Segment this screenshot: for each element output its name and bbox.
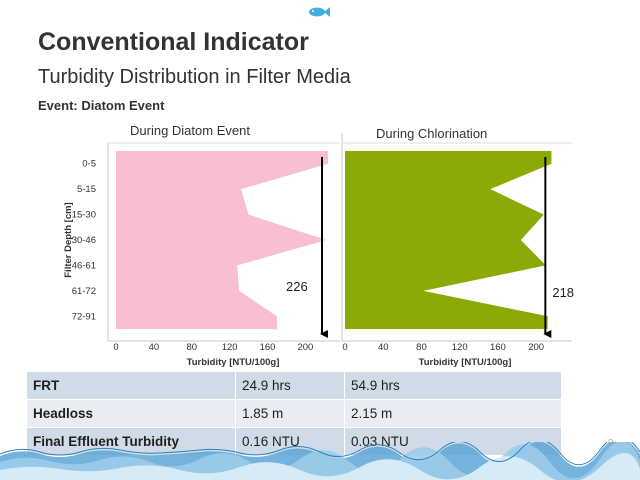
max-annotation-chlorination: 218 <box>552 285 574 300</box>
y-tick-label: 72-91 <box>72 311 96 322</box>
page-number: 9 <box>608 438 614 449</box>
y-tick-label: 5-15 <box>77 184 96 195</box>
table-cell-diatom: 24.9 hrs <box>235 371 345 400</box>
y-axis-label: Filter Depth [cm] <box>63 202 74 277</box>
chart-panel-chlorination: 218 During Chlorination 0 40 80 120 160 200 T… <box>341 126 574 368</box>
y-tick-label: 15-30 <box>72 210 96 221</box>
panel-frame-diatom <box>107 143 340 342</box>
y-tick-labels: 0-5 5-15 15-30 30-46 46-61 61-72 72-91 <box>72 159 96 323</box>
y-tick-label: 0-5 <box>82 159 96 170</box>
x-tick-label: 80 <box>416 342 427 353</box>
panel-frame-chlorination <box>341 133 572 342</box>
slide-subtitle: Turbidity Distribution in Filter Media <box>38 66 351 88</box>
x-tick-label: 120 <box>452 342 468 353</box>
x-tick-label: 0 <box>342 342 347 353</box>
x-tick-label: 200 <box>528 342 544 353</box>
x-tick-label: 160 <box>260 342 276 353</box>
slide-title: Conventional Indicator <box>38 28 309 56</box>
water-wave-decoration <box>0 442 640 480</box>
x-tick-label: 160 <box>490 342 506 353</box>
table-row-label: Headloss <box>26 399 236 428</box>
event-label: Event: Diatom Event <box>38 98 165 113</box>
x-axis-label-diatom: Turbidity [NTU/100g] <box>187 357 280 368</box>
y-tick-label: 46-61 <box>72 260 96 271</box>
x-ticks-chlorination: 0 40 80 120 160 200 <box>342 342 544 353</box>
table-cell-chlorination: 54.9 hrs <box>344 371 562 400</box>
turbidity-area-diatom <box>116 151 329 329</box>
table-row: FRT 24.9 hrs 54.9 hrs <box>26 371 562 400</box>
max-annotation-diatom: 226 <box>286 279 308 294</box>
x-tick-label: 40 <box>378 342 389 353</box>
chart-title-diatom: During Diatom Event <box>130 123 250 138</box>
y-tick-label: 61-72 <box>72 286 96 297</box>
table-row: Headloss 1.85 m 2.15 m <box>26 399 562 428</box>
x-ticks-diatom: 0 40 80 120 160 200 <box>113 342 313 353</box>
chart-title-chlorination: During Chlorination <box>376 126 487 141</box>
table-row-label: FRT <box>26 371 236 400</box>
x-tick-label: 0 <box>113 342 118 353</box>
chart-panel-diatom: 226 During Diatom Event 0 40 80 120 160 200 0… <box>63 123 340 368</box>
table-cell-chlorination: 2.15 m <box>344 399 562 428</box>
y-tick-label: 30-46 <box>72 235 96 246</box>
table-cell-diatom: 1.85 m <box>235 399 345 428</box>
x-tick-label: 80 <box>186 342 197 353</box>
x-tick-label: 200 <box>297 342 313 353</box>
fish-icon <box>309 7 330 17</box>
x-tick-label: 120 <box>222 342 238 353</box>
turbidity-charts: 226 During Diatom Event 0 40 80 120 160 200 0… <box>63 123 574 368</box>
x-tick-label: 40 <box>149 342 160 353</box>
turbidity-area-chlorination <box>345 151 552 329</box>
x-axis-label-chlorination: Turbidity [NTU/100g] <box>419 357 512 368</box>
